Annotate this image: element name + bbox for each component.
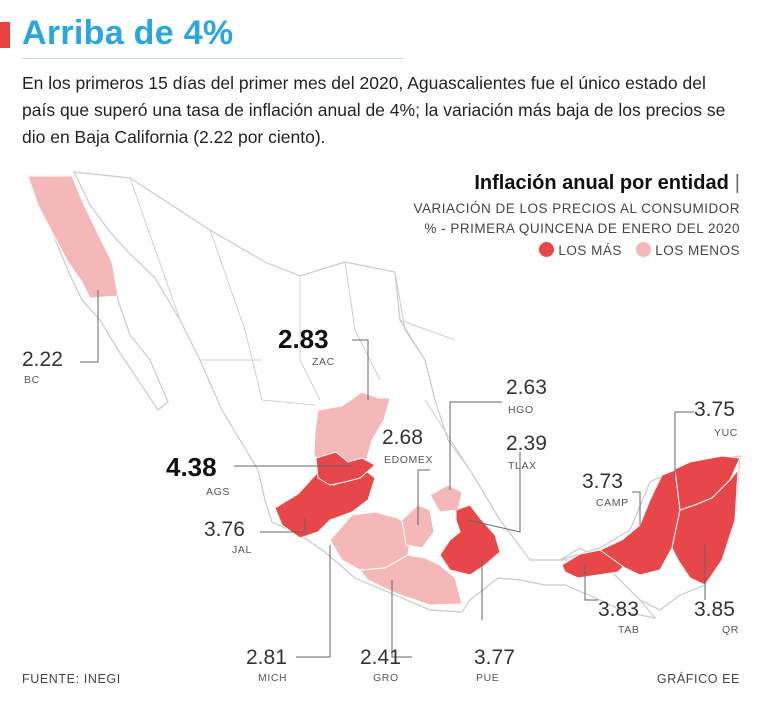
value-pue: 3.77 xyxy=(474,646,515,669)
legend-high-swatch-icon xyxy=(539,242,555,257)
value-qr: 3.85 xyxy=(694,598,735,621)
leader-hgo xyxy=(449,401,502,490)
source-credit: FUENTE: INEGI xyxy=(22,672,121,686)
leader-lines xyxy=(80,290,706,658)
code-zac: ZAC xyxy=(312,356,335,368)
leader-mich xyxy=(296,545,331,658)
code-hgo: HGO xyxy=(508,404,534,416)
value-mich: 2.81 xyxy=(246,646,287,669)
legend-keys: LOS MÁS LOS MENOS xyxy=(413,242,740,258)
leader-zac xyxy=(352,339,369,400)
legend-title: Inflación anual por entidad | xyxy=(413,172,740,195)
legend-high-label: LOS MÁS xyxy=(558,243,622,258)
code-bc: BC xyxy=(24,374,40,386)
legend-key-high: LOS MÁS xyxy=(539,242,622,258)
accent-bar xyxy=(0,22,10,48)
value-zac: 2.83 xyxy=(278,324,329,354)
state-borders xyxy=(129,177,471,471)
legend-title-separator: | xyxy=(734,172,740,194)
value-tab: 3.83 xyxy=(598,598,639,621)
value-ags: 4.38 xyxy=(166,452,217,482)
page-title: Arriba de 4% xyxy=(22,14,234,52)
value-bc: 2.22 xyxy=(22,348,63,371)
value-yuc: 3.75 xyxy=(694,398,735,421)
value-hgo: 2.63 xyxy=(506,376,547,399)
leader-yuc xyxy=(674,411,694,480)
leader-camp xyxy=(632,491,641,525)
code-mich: MICH xyxy=(258,672,288,684)
leader-bc xyxy=(80,290,99,363)
legend-low-label: LOS MENOS xyxy=(655,243,740,258)
code-jal: JAL xyxy=(232,544,252,556)
leader-jal xyxy=(260,518,306,533)
legend-key-low: LOS MENOS xyxy=(636,242,740,258)
value-camp: 3.73 xyxy=(582,470,623,493)
value-tlax: 2.39 xyxy=(506,432,547,455)
map-legend: Inflación anual por entidad | VARIACIÓN D… xyxy=(413,172,740,258)
legend-subtitle-1: VARIACIÓN DE LOS PRECIOS AL CONSUMIDOR xyxy=(413,201,740,216)
leader-tlax xyxy=(467,452,521,533)
value-edomex: 2.68 xyxy=(382,426,423,449)
legend-subtitle-2: % - PRIMERA QUINCENA DE ENERO DEL 2020 xyxy=(424,221,740,236)
legend-title-text: Inflación anual por entidad xyxy=(474,172,729,194)
state-pue xyxy=(439,504,501,576)
code-tlax: TLAX xyxy=(508,460,537,472)
code-camp: CAMP xyxy=(596,497,629,509)
state-gro xyxy=(359,554,463,606)
value-jal: 3.76 xyxy=(204,518,245,541)
code-edomex: EDOMEX xyxy=(384,454,434,466)
code-qr: QR xyxy=(722,624,739,636)
leader-gro xyxy=(391,580,412,658)
leader-edomex xyxy=(417,469,430,525)
graphic-credit: GRÁFICO EE xyxy=(656,672,740,686)
code-tab: TAB xyxy=(618,624,640,636)
code-yuc: YUC xyxy=(714,427,738,439)
state-bc xyxy=(27,175,119,299)
title-divider xyxy=(22,58,404,59)
code-ags: AGS xyxy=(206,486,230,498)
code-gro: GRO xyxy=(373,672,399,684)
state-hgo xyxy=(429,484,463,513)
leader-tab xyxy=(584,565,598,601)
value-gro: 2.41 xyxy=(360,646,401,669)
lead-paragraph: En los primeros 15 días del primer mes d… xyxy=(22,73,726,147)
state-ags xyxy=(315,451,376,486)
legend-low-swatch-icon xyxy=(636,242,652,257)
code-pue: PUE xyxy=(476,672,500,684)
state-qr xyxy=(671,468,739,586)
